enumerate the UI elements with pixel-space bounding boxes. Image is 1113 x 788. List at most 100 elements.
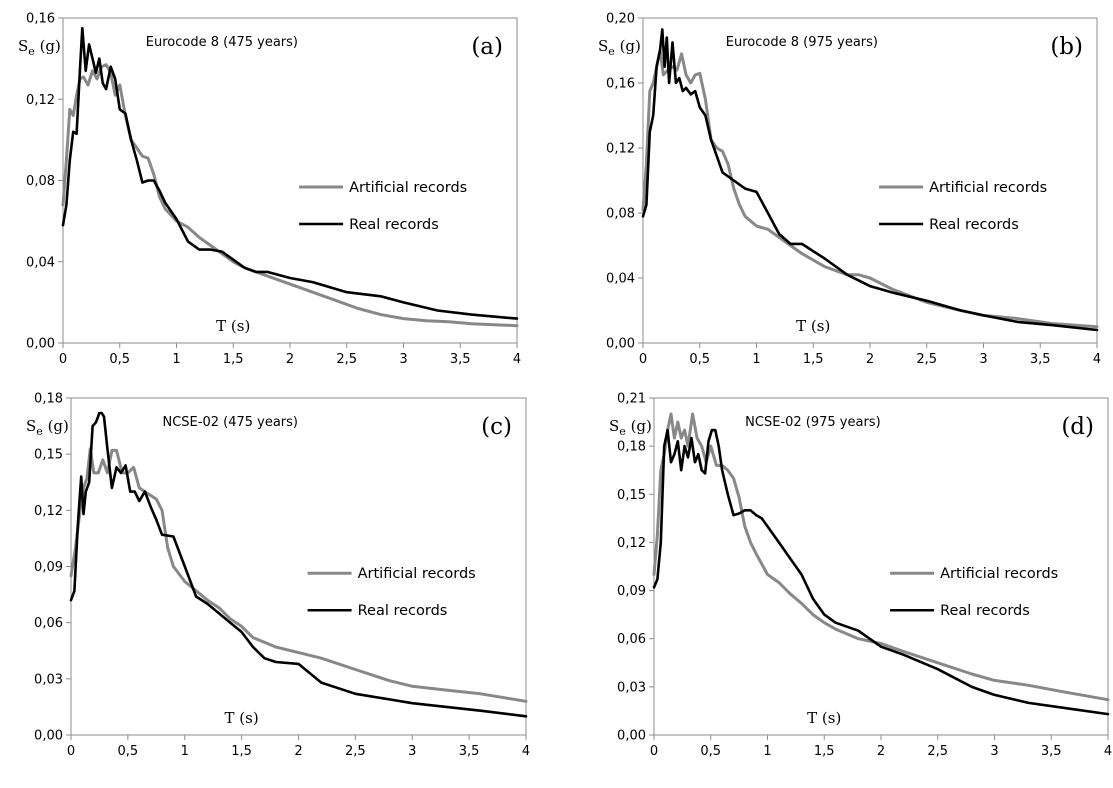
x-tick-label: 1 <box>172 352 180 367</box>
panel-label: (a) <box>471 34 503 60</box>
x-tick-label: 2 <box>866 352 874 367</box>
y-axis-label-main: S <box>598 37 608 55</box>
legend-label: Artificial records <box>349 180 467 196</box>
chart-title: Eurocode 8 (475 years) <box>146 35 298 50</box>
series-line-real <box>641 28 1099 332</box>
y-tick-label: 0,15 <box>34 448 63 463</box>
legend-label: Artificial records <box>940 566 1058 582</box>
y-tick-label: 0,21 <box>617 392 646 407</box>
x-tick-label: 3 <box>399 352 407 367</box>
x-axis-label: T (s) <box>216 317 250 335</box>
legend-label: Artificial records <box>929 180 1047 196</box>
chart-panel-2: 0,00 0,03 0,06 0,09 0,12 0,15 0,18 0 0,5 1 1,5 2 2,5… <box>26 392 530 760</box>
x-tick-label: 4 <box>1093 352 1101 367</box>
y-axis-label-main: S <box>26 417 36 435</box>
x-tick-label: 2,5 <box>916 352 937 367</box>
y-axis-label-unit: (g) <box>626 417 652 435</box>
x-tick-label: 3,5 <box>1030 352 1051 367</box>
y-tick-label: 0,20 <box>606 12 635 27</box>
legend-label: Artificial records <box>358 566 476 582</box>
y-axis-label: Se (g) <box>26 417 69 438</box>
series-line-artificial <box>652 412 1110 702</box>
y-axis-label-main: S <box>609 417 619 435</box>
x-tick-label: 2,5 <box>345 744 366 759</box>
y-tick-label: 0,12 <box>606 142 635 157</box>
x-tick-label: 2,5 <box>336 352 357 367</box>
y-tick-label: 0,04 <box>606 272 635 287</box>
panel-label: (d) <box>1061 414 1094 440</box>
y-axis-label-unit: (g) <box>35 37 61 55</box>
chart-title: NCSE-02 (475 years) <box>163 415 299 430</box>
x-tick-label: 4 <box>1104 744 1112 759</box>
chart-title: Eurocode 8 (975 years) <box>726 35 878 50</box>
series-line-real <box>61 26 519 320</box>
x-tick-label: 0 <box>639 352 647 367</box>
y-tick-label: 0,03 <box>34 672 63 687</box>
x-tick-label: 0 <box>650 744 658 759</box>
x-tick-label: 1,5 <box>223 352 244 367</box>
x-tick-label: 1,5 <box>231 744 252 759</box>
x-tick-label: 0,5 <box>700 744 721 759</box>
y-tick-label: 0,00 <box>606 337 635 352</box>
legend-label: Real records <box>349 217 439 233</box>
x-tick-label: 1,5 <box>814 744 835 759</box>
y-axis-label: Se (g) <box>609 417 652 438</box>
x-tick-label: 0,5 <box>118 744 139 759</box>
x-tick-label: 4 <box>513 352 521 367</box>
y-axis-label-sub: e <box>608 45 615 58</box>
x-tick-label: 2,5 <box>927 744 948 759</box>
x-tick-label: 0 <box>59 352 67 367</box>
legend-label: Real records <box>929 217 1019 233</box>
x-tick-label: 3 <box>408 744 416 759</box>
chart-panel-3: 0,00 0,03 0,06 0,09 0,12 0,15 0,18 0,21 0 0,5 1 1,5… <box>609 392 1112 760</box>
x-tick-label: 3 <box>979 352 987 367</box>
x-axis-label: T (s) <box>807 709 841 727</box>
y-axis-label-sub: e <box>36 425 43 438</box>
chart-title: NCSE-02 (975 years) <box>745 415 881 430</box>
y-tick-label: 0,00 <box>617 729 646 744</box>
legend-label: Real records <box>358 603 448 619</box>
y-axis-label: Se (g) <box>18 37 61 58</box>
x-tick-label: 1 <box>763 744 771 759</box>
x-axis-label: T (s) <box>225 709 259 727</box>
x-tick-label: 3,5 <box>450 352 471 367</box>
series-line-artificial <box>641 49 1099 329</box>
y-tick-label: 0,12 <box>34 504 63 519</box>
x-tick-label: 3,5 <box>1041 744 1062 759</box>
y-tick-label: 0,00 <box>34 729 63 744</box>
y-axis-label-sub: e <box>619 425 626 438</box>
x-tick-label: 2 <box>286 352 294 367</box>
x-tick-label: 4 <box>522 744 530 759</box>
y-tick-label: 0,00 <box>26 337 55 352</box>
y-tick-label: 0,18 <box>617 440 646 455</box>
x-tick-label: 3,5 <box>459 744 480 759</box>
panel-label: (c) <box>481 414 512 440</box>
y-tick-label: 0,15 <box>617 488 646 503</box>
x-tick-label: 2 <box>877 744 885 759</box>
y-tick-label: 0,03 <box>617 680 646 695</box>
y-tick-label: 0,06 <box>34 616 63 631</box>
panel-label: (b) <box>1050 34 1083 60</box>
x-tick-label: 2 <box>294 744 302 759</box>
y-tick-label: 0,06 <box>617 632 646 647</box>
y-axis-label-unit: (g) <box>43 417 69 435</box>
x-tick-label: 3 <box>990 744 998 759</box>
series-line-artificial <box>61 63 519 328</box>
x-tick-label: 1,5 <box>803 352 824 367</box>
chart-panel-1: 0,00 0,04 0,08 0,12 0,16 0,20 0 0,5 1 1,5 2 2,5 3 3,5… <box>598 12 1101 368</box>
y-tick-label: 0,12 <box>26 93 55 108</box>
y-tick-label: 0,09 <box>34 560 63 575</box>
y-tick-label: 0,09 <box>617 584 646 599</box>
y-axis-label-main: S <box>18 37 28 55</box>
x-tick-label: 0,5 <box>689 352 710 367</box>
series-line-real <box>69 411 528 718</box>
y-tick-label: 0,08 <box>26 174 55 189</box>
series-line-real <box>652 428 1110 716</box>
y-axis-label: Se (g) <box>598 37 641 58</box>
y-tick-label: 0,16 <box>606 77 635 92</box>
x-axis-label: T (s) <box>796 317 830 335</box>
y-tick-label: 0,12 <box>617 536 646 551</box>
legend-label: Real records <box>940 603 1030 619</box>
x-tick-label: 1 <box>181 744 189 759</box>
